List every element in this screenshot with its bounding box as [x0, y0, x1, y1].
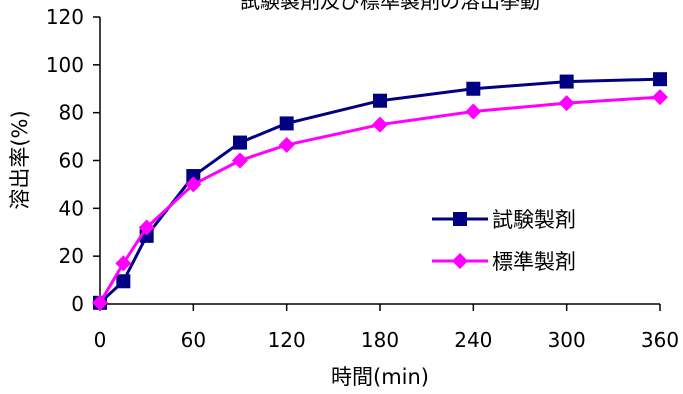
x-tick-label: 180 [361, 328, 399, 352]
data-point-series-2 [372, 116, 388, 133]
y-tick-label: 120 [46, 5, 84, 29]
data-point-series-2 [138, 219, 155, 236]
data-point-series-2 [465, 103, 482, 120]
data-point-series-1 [559, 74, 574, 89]
data-point-series-1 [279, 116, 294, 131]
x-tick-label: 60 [181, 328, 206, 352]
legend-marker-2 [452, 253, 468, 269]
legend-marker-1 [453, 212, 467, 226]
data-point-series-1 [233, 135, 247, 150]
data-point-series-2 [232, 152, 248, 169]
y-tick-label: 0 [71, 292, 84, 316]
data-point-series-1 [466, 81, 481, 96]
data-point-series-2 [92, 294, 108, 311]
data-point-series-1 [653, 72, 667, 87]
y-tick-label: 80 [59, 101, 84, 125]
y-tick-label: 100 [46, 53, 84, 77]
y-tick-label: 40 [59, 196, 84, 220]
data-point-series-2 [115, 255, 132, 272]
data-point-series-2 [278, 136, 295, 153]
data-point-series-2 [652, 89, 668, 106]
series-line-2 [98, 95, 661, 304]
y-axis-title: 溶出率(%) [8, 110, 32, 209]
y-tick-label: 60 [59, 149, 84, 173]
x-axis-title: 時間(min) [331, 365, 429, 389]
y-tick-label: 20 [59, 244, 84, 268]
series-line-1 [98, 77, 661, 304]
plot-area: 0 20 40 60 80 100 120 0 60 120 180 240 300 360 [46, 5, 679, 352]
legend-label-1: 試験製剤 [492, 208, 576, 232]
data-point-series-1 [373, 93, 387, 108]
x-tick-label: 0 [94, 328, 107, 352]
data-point-series-1 [116, 274, 131, 289]
x-tick-label: 120 [268, 328, 306, 352]
x-tick-label: 240 [454, 328, 492, 352]
x-tick-label: 300 [548, 328, 586, 352]
legend-label-2: 標準製剤 [492, 250, 576, 274]
chart-title: 試験製剤及び標準製剤の溶出挙動 [240, 0, 540, 13]
x-tick-label: 360 [641, 328, 679, 352]
data-point-series-2 [185, 176, 202, 193]
data-point-series-2 [558, 95, 575, 112]
